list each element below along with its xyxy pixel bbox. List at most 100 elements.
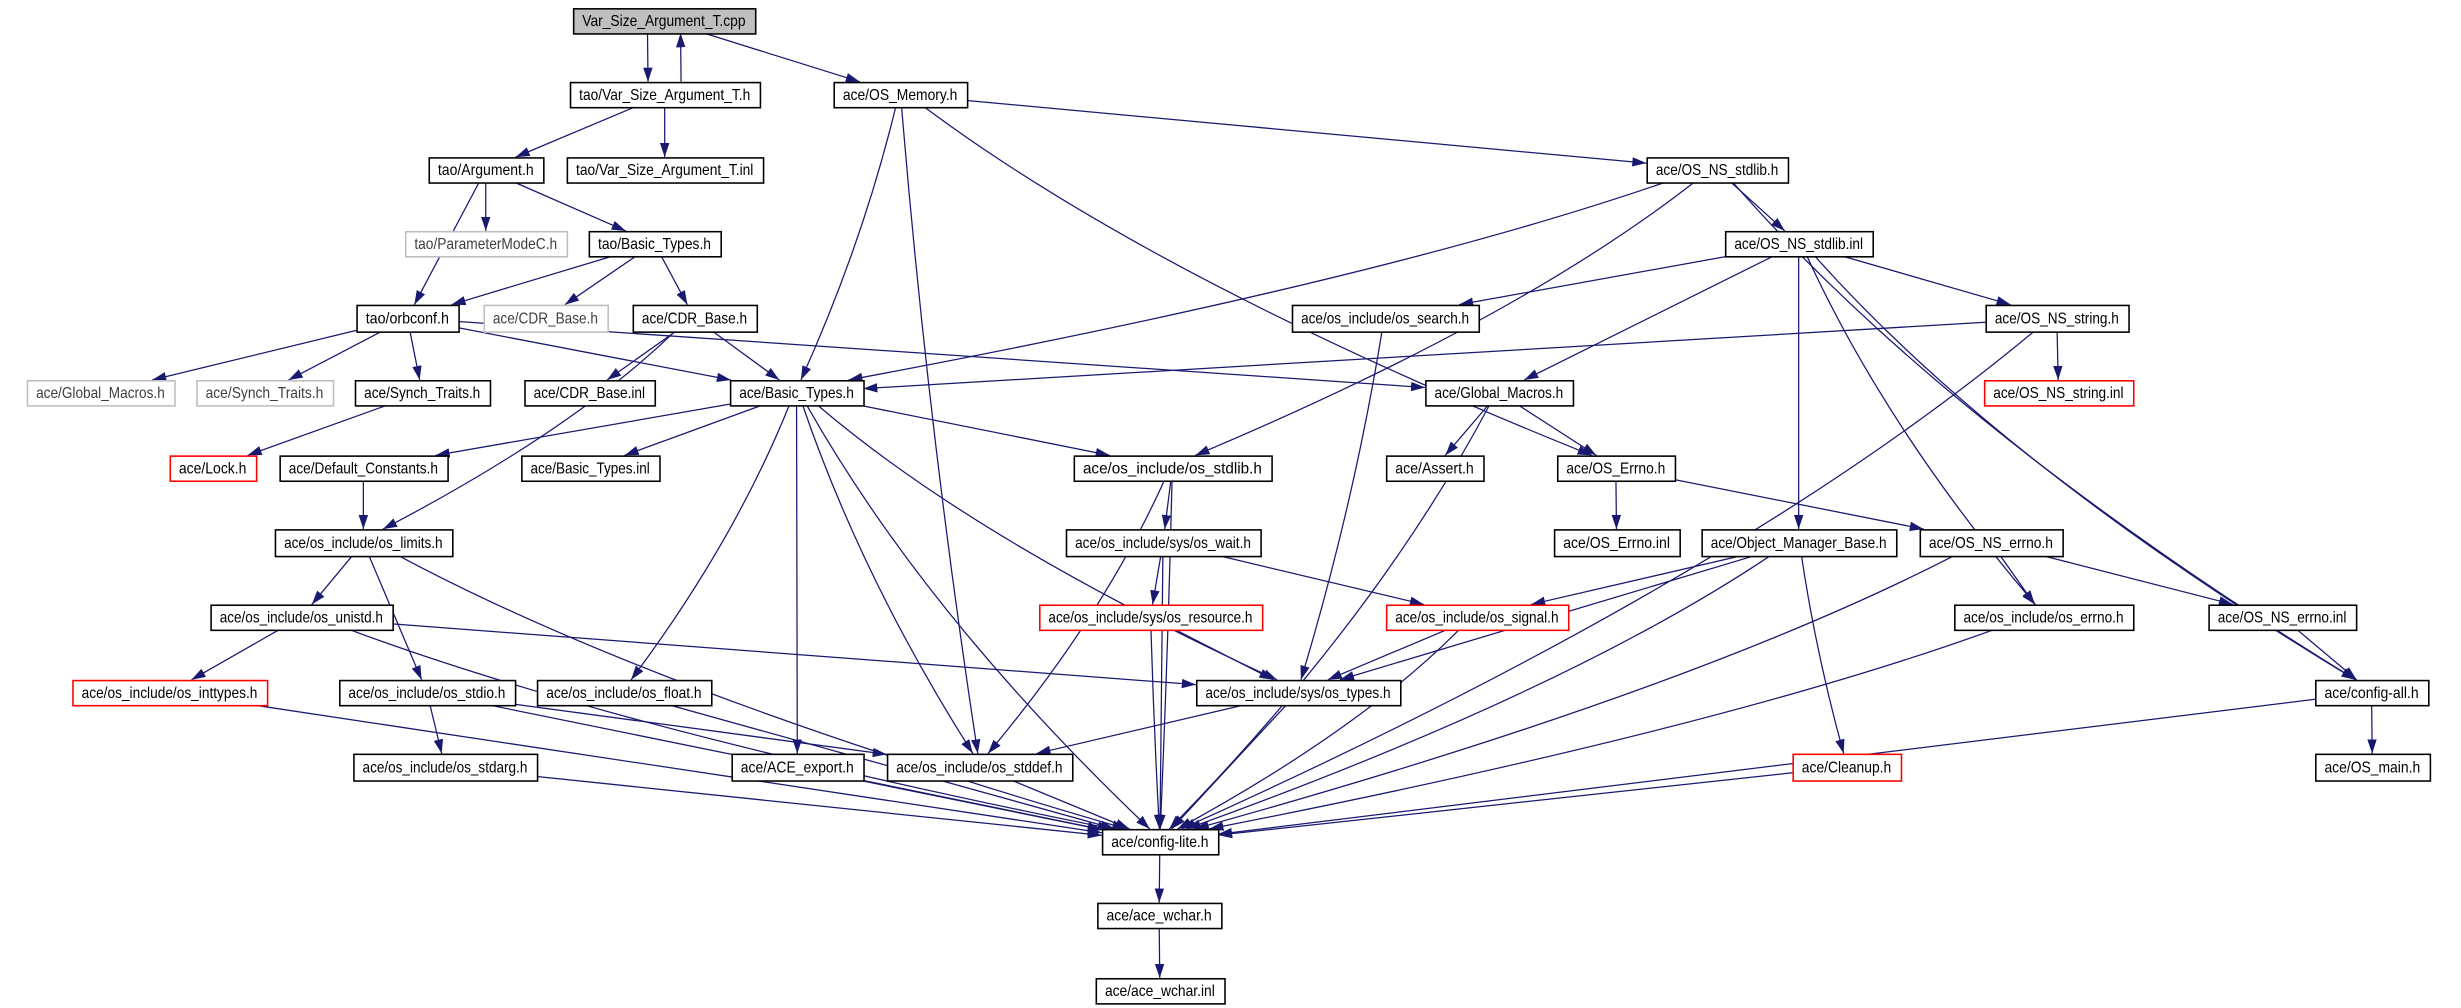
edge-stddef-to-lite xyxy=(1011,779,1130,830)
node-nsstdlibinl[interactable]: ace/OS_NS_stdlib.inl xyxy=(1724,230,1875,258)
node-assert[interactable]: ace/Assert.h xyxy=(1385,455,1485,483)
edge-unistd-to-types xyxy=(392,623,1197,689)
node-export[interactable]: ace/ACE_export.h xyxy=(731,753,865,782)
edge-types-to-lite xyxy=(1171,704,1287,830)
edge-cdr-to-limits xyxy=(382,330,676,530)
node-abt[interactable]: ace/Basic_Types.h xyxy=(729,380,865,407)
node-box xyxy=(731,753,865,782)
node-omb[interactable]: ace/Object_Manager_Base.h xyxy=(1701,529,1898,558)
node-label: ace/OS_Memory.h xyxy=(843,87,958,104)
node-resource[interactable]: ace/os_include/sys/os_resource.h xyxy=(1039,604,1264,632)
edge-abt-to-float xyxy=(630,404,790,681)
node-cdrinl[interactable]: ace/CDR_Base.inl xyxy=(524,380,657,407)
node-varh[interactable]: tao/Var_Size_Argument_T.h xyxy=(569,81,762,109)
node-cdr[interactable]: ace/CDR_Base.h xyxy=(632,304,759,333)
edge-types-to-stddef xyxy=(1036,704,1245,755)
node-configall[interactable]: ace/config-all.h xyxy=(2315,679,2430,707)
edge-abt-to-lite xyxy=(806,404,1151,830)
node-errnoinl[interactable]: ace/OS_Errno.inl xyxy=(1553,529,1681,558)
node-stdio[interactable]: ace/os_include/os_stdio.h xyxy=(339,679,517,707)
node-box xyxy=(536,679,713,707)
node-st[interactable]: ace/Synch_Traits.h xyxy=(354,380,492,407)
node-lite[interactable]: ace/config-lite.h xyxy=(1101,828,1220,856)
node-label: ace/CDR_Base.h xyxy=(493,311,598,328)
node-arg[interactable]: tao/Argument.h xyxy=(428,157,545,184)
edge-abt-to-export xyxy=(792,405,802,754)
node-wait[interactable]: ace/os_include/sys/os_wait.h xyxy=(1065,529,1262,558)
node-pmc[interactable]: tao/ParameterModeC.h xyxy=(404,230,569,258)
node-box xyxy=(886,753,1074,782)
node-stdarg[interactable]: ace/os_include/os_stdarg.h xyxy=(353,753,539,782)
node-label: Var_Size_Argument_T.cpp xyxy=(582,13,745,30)
node-gm[interactable]: ace/Global_Macros.h xyxy=(1425,380,1575,407)
node-search[interactable]: ace/os_include/os_search.h xyxy=(1291,304,1481,333)
node-box xyxy=(1095,977,1226,1005)
node-nsstring[interactable]: ace/OS_NS_string.h xyxy=(1985,304,2130,333)
node-inttypes[interactable]: ace/os_include/os_inttypes.h xyxy=(72,679,269,707)
node-box xyxy=(632,304,759,333)
node-orbconf[interactable]: tao/orbconf.h xyxy=(356,304,460,333)
node-label: ace/config-lite.h xyxy=(1111,834,1208,851)
edge-abt-to-defc xyxy=(435,403,730,458)
node-stg[interactable]: ace/Synch_Traits.h xyxy=(196,380,335,407)
node-label: ace/os_include/os_unistd.h xyxy=(220,609,383,626)
node-errno[interactable]: ace/OS_Errno.h xyxy=(1556,455,1677,483)
node-unistd[interactable]: ace/os_include/os_unistd.h xyxy=(210,604,394,632)
node-types[interactable]: ace/os_include/sys/os_types.h xyxy=(1195,679,1402,707)
node-defc[interactable]: ace/Default_Constants.h xyxy=(279,455,449,483)
node-oserrno[interactable]: ace/os_include/os_errno.h xyxy=(1954,604,2135,632)
node-box xyxy=(1425,380,1575,407)
node-box xyxy=(1065,529,1262,558)
node-box xyxy=(2315,753,2432,782)
edge-orbconf-to-abt xyxy=(458,327,732,382)
node-box xyxy=(1556,455,1677,483)
node-wcharinl[interactable]: ace/ace_wchar.inl xyxy=(1095,977,1226,1005)
node-nserrno[interactable]: ace/OS_NS_errno.h xyxy=(1919,529,2064,558)
node-box xyxy=(1385,604,1570,632)
node-label: ace/Global_Macros.h xyxy=(36,385,165,402)
node-box xyxy=(588,230,722,258)
node-wchar[interactable]: ace/ace_wchar.h xyxy=(1097,902,1223,930)
node-float[interactable]: ace/os_include/os_float.h xyxy=(536,679,713,707)
node-gmg[interactable]: ace/Global_Macros.h xyxy=(26,380,176,407)
edge-stdio-to-stddef xyxy=(514,703,887,758)
node-box xyxy=(521,455,661,483)
node-label: ace/OS_NS_string.h xyxy=(1995,311,2119,328)
node-osmem[interactable]: ace/OS_Memory.h xyxy=(833,81,969,109)
edge-wait-to-lite xyxy=(1155,555,1165,829)
node-box xyxy=(1919,529,2064,558)
edge-nsstdlib-to-osstdlib xyxy=(1195,181,1695,456)
node-box xyxy=(1195,679,1402,707)
node-label: tao/Basic_Types.h xyxy=(598,236,711,253)
node-taobt[interactable]: tao/Basic_Types.h xyxy=(588,230,722,258)
node-nsstringinl[interactable]: ace/OS_NS_string.inl xyxy=(1983,380,2135,407)
node-osmain[interactable]: ace/OS_main.h xyxy=(2315,753,2432,782)
edge-resource-to-types xyxy=(1174,629,1274,681)
node-varinl[interactable]: tao/Var_Size_Argument_T.inl xyxy=(566,157,765,184)
node-osstdlib[interactable]: ace/os_include/os_stdlib.h xyxy=(1073,455,1273,483)
node-limits[interactable]: ace/os_include/os_limits.h xyxy=(274,529,454,558)
node-cleanup[interactable]: ace/Cleanup.h xyxy=(1792,753,1903,782)
node-box xyxy=(2208,604,2358,632)
node-label: ace/Cleanup.h xyxy=(1802,759,1891,776)
edge-cleanup-to-lite xyxy=(1217,772,1793,839)
edge-osstdlib-to-lite xyxy=(1156,480,1173,829)
node-signal[interactable]: ace/os_include/os_signal.h xyxy=(1385,604,1570,632)
node-btinl[interactable]: ace/Basic_Types.inl xyxy=(521,455,661,483)
node-cdrg[interactable]: ace/CDR_Base.h xyxy=(483,304,609,333)
node-lock[interactable]: ace/Lock.h xyxy=(169,455,258,483)
node-box xyxy=(569,81,762,109)
node-nsstdlib[interactable]: ace/OS_NS_stdlib.h xyxy=(1646,157,1790,184)
edge-export-to-lite xyxy=(862,779,1102,832)
node-box xyxy=(2315,679,2430,707)
node-box xyxy=(72,679,269,707)
edge-unistd-to-inttypes xyxy=(191,629,280,681)
node-label: ace/OS_NS_string.inl xyxy=(1993,385,2123,402)
node-root[interactable]: Var_Size_Argument_T.cpp xyxy=(572,8,757,35)
node-label: ace/Synch_Traits.h xyxy=(206,385,324,402)
node-label: ace/os_include/os_search.h xyxy=(1301,311,1469,328)
node-stddef[interactable]: ace/os_include/os_stddef.h xyxy=(886,753,1074,782)
edge-nsstdlibinl-to-nsstring xyxy=(1841,255,2011,306)
node-nserrnoinl[interactable]: ace/OS_NS_errno.inl xyxy=(2208,604,2358,632)
